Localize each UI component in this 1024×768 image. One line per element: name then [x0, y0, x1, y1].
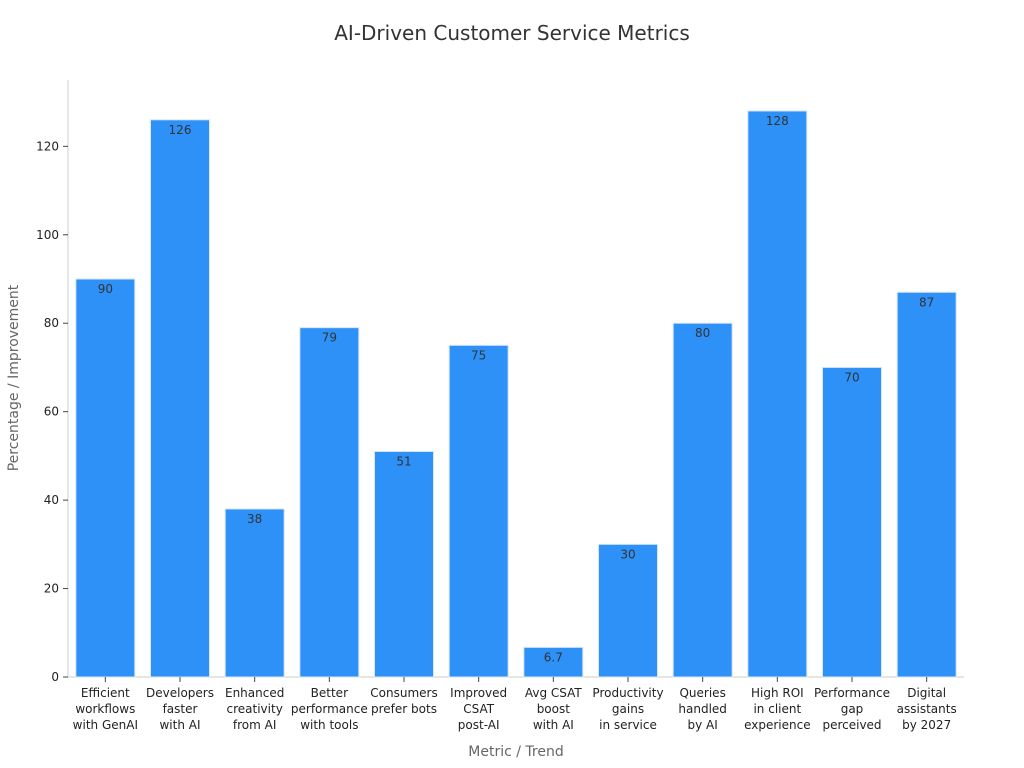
x-tick-label: Enhanced creativity from AI [225, 686, 284, 732]
bar-data-label: 90 [98, 282, 113, 296]
bar [299, 327, 360, 678]
x-tick-label: Developers faster with AI [146, 686, 214, 732]
chart-title: AI-Driven Customer Service Metrics [334, 21, 690, 45]
x-tick-label: Consumers prefer bots [370, 686, 437, 716]
y-tick-label: 20 [44, 582, 59, 596]
bar [896, 291, 957, 678]
x-axis-label: Metric / Trend [468, 744, 563, 760]
x-tick-label: Improved CSAT post-AI [450, 686, 507, 732]
bar [523, 646, 584, 678]
x-tick-label: Better performance with tools [291, 686, 368, 732]
bar [448, 344, 509, 678]
x-tick-label: Queries handled by AI [678, 686, 727, 732]
bar-data-label: 87 [919, 295, 934, 309]
bar-data-label: 128 [766, 114, 789, 128]
bar-data-label: 79 [322, 331, 337, 345]
bar [75, 278, 136, 678]
bar-data-label: 70 [844, 370, 859, 384]
bar [374, 450, 434, 678]
y-tick-label: 40 [44, 493, 59, 507]
x-tick-label: Digital assistants by 2027 [897, 686, 957, 732]
bar-data-label: 30 [620, 547, 635, 561]
x-tick-label: High ROI in client experience [744, 686, 811, 732]
y-tick-label: 0 [51, 670, 59, 684]
y-axis-label: Percentage / Improvement [6, 284, 22, 471]
y-tick-label: 120 [36, 139, 59, 153]
x-tick-label: Productivity gains in service [592, 686, 663, 732]
x-tick-label: Performance gap perceived [814, 686, 890, 732]
bar [224, 508, 285, 678]
bar [747, 110, 808, 678]
bar-data-label: 38 [247, 512, 262, 526]
bar [150, 119, 210, 678]
bar [822, 366, 882, 678]
x-tick-label: Efficient workflows with GenAI [73, 686, 138, 732]
x-tick-label: Avg CSAT boost with AI [525, 686, 583, 732]
y-tick-label: 100 [36, 228, 59, 242]
bar-data-label: 126 [169, 123, 192, 137]
bar-data-label: 51 [396, 454, 411, 468]
bar-data-label: 6.7 [544, 650, 563, 664]
y-tick-label: 80 [44, 316, 59, 330]
bar [672, 322, 733, 678]
bar-data-label: 80 [695, 326, 710, 340]
bar [598, 543, 658, 678]
bar-data-label: 75 [471, 348, 486, 362]
y-tick-label: 60 [44, 405, 59, 419]
plot-area: 0 20 40 60 80 100 120 90 Efficient workflows with … [36, 80, 964, 732]
